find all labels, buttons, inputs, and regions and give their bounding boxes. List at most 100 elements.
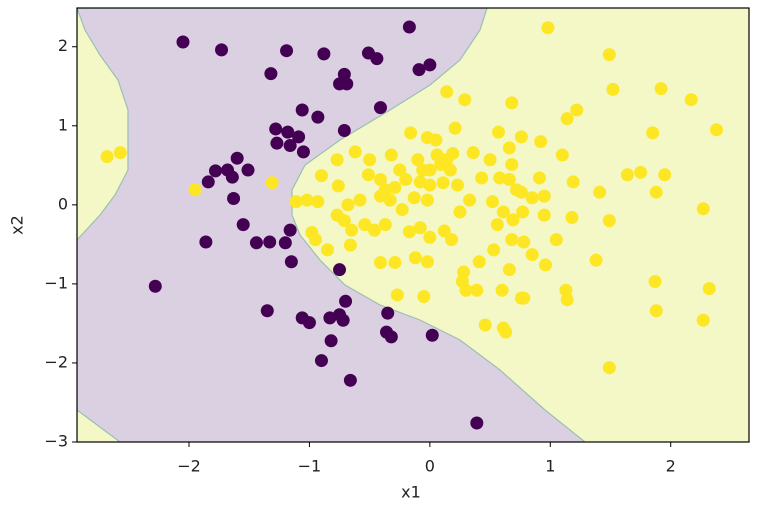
point [534,135,548,149]
point [292,130,306,144]
point [393,163,407,177]
point [502,141,516,155]
point [445,233,459,247]
point [373,173,387,187]
point [358,218,372,232]
point [300,193,314,207]
points [100,20,723,430]
point [499,325,513,339]
point [361,168,375,182]
point [320,243,334,257]
point [514,185,528,199]
point [589,253,603,267]
point [466,146,480,160]
point [343,373,357,387]
point [570,103,584,117]
point [333,263,347,277]
point [496,205,510,219]
point [367,223,381,237]
point [236,218,250,232]
point [308,233,322,247]
point [289,195,303,209]
point [241,163,255,177]
point [514,130,528,144]
point [341,198,355,212]
point [425,328,439,342]
point [483,153,497,167]
point [353,193,367,207]
point [443,163,457,177]
point [269,122,283,136]
point [649,304,663,318]
point [208,164,222,178]
point [532,171,546,185]
point [314,354,328,368]
point [408,251,422,265]
point [470,416,484,430]
point [330,153,344,167]
point [420,255,434,269]
point [525,191,539,205]
point [265,176,279,190]
point [215,43,229,57]
point [423,58,437,72]
y-tick-label: −3 [44,432,68,451]
y-tick-label: −1 [44,273,68,292]
point [388,256,402,270]
point [370,52,384,66]
point [493,171,507,185]
point [296,145,310,159]
point [423,230,437,244]
point [490,218,504,232]
y-tick-label: 2 [58,36,68,55]
point [537,208,551,222]
point [470,283,484,297]
point [560,293,574,307]
point [302,316,316,330]
point [148,279,162,293]
point [696,202,710,216]
point [336,313,350,327]
point [331,179,345,193]
point [606,82,620,96]
point [384,330,398,344]
point [339,294,353,308]
point [475,171,489,185]
point [295,103,309,117]
point [620,168,634,182]
point [505,96,519,110]
point [646,126,660,140]
point [324,334,338,348]
point [463,193,477,207]
point [348,145,362,159]
point [402,225,416,239]
point [485,195,499,209]
point [709,123,723,137]
point [541,21,555,35]
point [457,265,471,279]
point [337,214,351,228]
point [505,233,519,247]
point [373,101,387,115]
point [283,223,297,237]
point [373,256,387,270]
y-axis-label: x2 [8,215,27,235]
point [399,173,413,187]
point [311,195,325,209]
point [549,233,563,247]
point [412,63,426,77]
point [654,82,668,96]
point [423,178,437,192]
point [537,189,551,203]
y-tick-label: 0 [58,194,68,213]
point [487,243,501,257]
point [516,205,530,219]
point [565,210,579,224]
point [363,153,377,167]
point [423,163,437,177]
point [278,236,292,250]
point [502,173,516,187]
point [230,151,244,165]
point [634,165,648,179]
